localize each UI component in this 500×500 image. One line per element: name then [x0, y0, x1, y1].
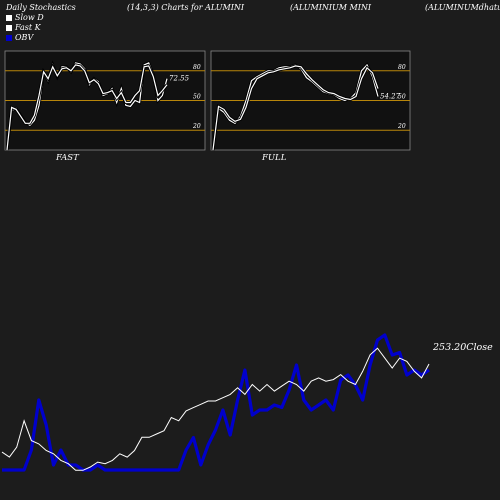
- obv-line: [2, 333, 430, 472]
- legend-swatch-fast-k: [6, 24, 12, 31]
- close-value-label: 253.20Close: [433, 342, 493, 353]
- instrument-name-alt: (ALUMINUMdhatu: [425, 3, 500, 12]
- legend-fast-k: Fast K: [6, 23, 41, 32]
- fast-tick-label-20: 20: [192, 123, 201, 130]
- full-series-1-line: [212, 65, 379, 151]
- full-tick-label-20: 20: [397, 123, 406, 130]
- legend-label-obv: OBV: [15, 33, 34, 42]
- close-suffix: Close: [466, 342, 493, 353]
- panel-label-full: FULL: [262, 153, 287, 163]
- full-tick-label-50: 50: [398, 94, 406, 101]
- fast-tick-label-50: 50: [193, 94, 201, 101]
- legend-label-slow-d: Slow D: [15, 13, 44, 22]
- legend-obv: OBV: [6, 33, 33, 42]
- fast-last-value-label: 72.55: [169, 75, 190, 83]
- chart-title: Daily Stochastics: [6, 3, 76, 12]
- fast-series-1-line: [6, 64, 168, 151]
- legend-label-fast-k: Fast K: [15, 23, 41, 32]
- legend-swatch-obv: [6, 34, 12, 41]
- panel-label-fast: FAST: [56, 153, 79, 163]
- close-value: 253.20: [433, 342, 467, 353]
- full-last-value-label: 54.27: [380, 93, 401, 101]
- legend-slow-d: Slow D: [6, 13, 44, 22]
- legend-swatch-slow-d: [6, 14, 12, 21]
- fast-tick-label-80: 80: [193, 64, 201, 71]
- instrument-name: (ALUMINIUM MINI: [290, 3, 372, 12]
- full-tick-label-80: 80: [398, 64, 406, 71]
- close-price-line: [1, 347, 430, 471]
- chart-params: (14,3,3) Charts for ALUMINI: [127, 3, 245, 12]
